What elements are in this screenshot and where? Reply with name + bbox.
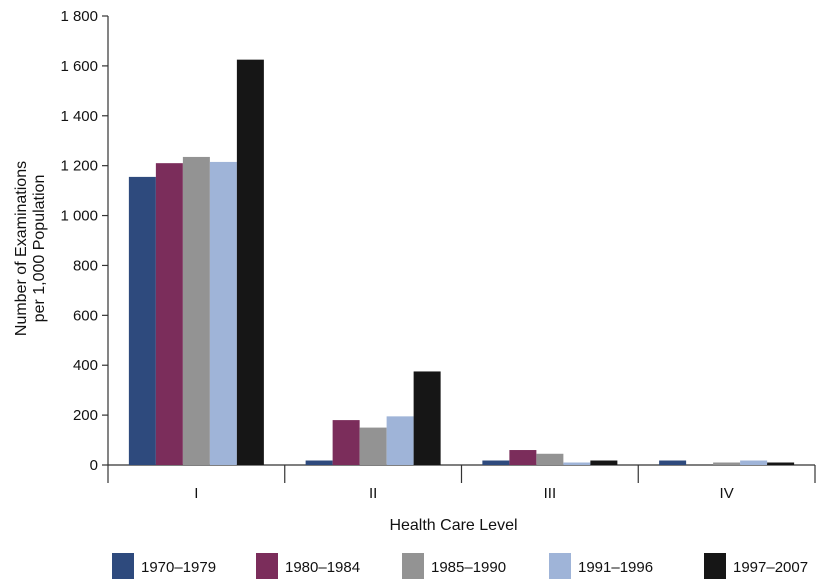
legend-label: 1997–2007 [733, 559, 808, 576]
bar [767, 463, 794, 465]
legend-label: 1970–1979 [141, 559, 216, 576]
y-axis-title: Number of Examinations per 1,000 Populati… [13, 161, 48, 336]
bar [360, 428, 387, 465]
bar [183, 157, 210, 465]
legend-label: 1985–1990 [431, 559, 506, 576]
legend-swatch [704, 553, 726, 579]
legend-swatch [112, 553, 134, 579]
bars [129, 60, 794, 465]
bar [129, 177, 156, 465]
x-axis-title: Health Care Level [389, 517, 517, 534]
bar [536, 454, 563, 465]
y-tick-label: 1 600 [60, 58, 98, 75]
bar [306, 461, 333, 465]
bar [156, 163, 183, 465]
bar [414, 371, 441, 465]
bar [590, 461, 617, 465]
legend-swatch [549, 553, 571, 579]
y-tick-label: 600 [73, 307, 98, 324]
y-tick-label: 1 000 [60, 208, 98, 225]
bar [740, 461, 767, 465]
bar [333, 420, 360, 465]
y-tick-label: 0 [90, 457, 98, 474]
bar [210, 162, 237, 465]
bar [659, 461, 686, 465]
y-tick-label: 1 400 [60, 108, 98, 125]
bar [713, 463, 740, 465]
x-tick-label: I [194, 485, 198, 502]
legend: 1970–1979 1980–1984 1985–1990 1991–1996 1997… [112, 553, 808, 579]
bar [237, 60, 264, 465]
x-axis: I II III IV [108, 465, 815, 502]
y-tick-label: 1 200 [60, 158, 98, 175]
y-tick-label: 800 [73, 257, 98, 274]
legend-swatch [402, 553, 424, 579]
y-axis-title-line: Number of Examinations [13, 161, 30, 336]
y-tick-label: 400 [73, 357, 98, 374]
y-tick-label: 1 800 [60, 8, 98, 25]
x-tick-label: II [369, 485, 377, 502]
bar [509, 450, 536, 465]
x-tick-label: III [544, 485, 557, 502]
legend-label: 1991–1996 [578, 559, 653, 576]
y-axis: 0 200 400 600 800 1 000 1 200 1 400 1 600 1 800 [60, 8, 108, 474]
legend-label: 1980–1984 [285, 559, 360, 576]
legend-swatch [256, 553, 278, 579]
y-tick-label: 200 [73, 407, 98, 424]
bar [387, 416, 414, 465]
bar [563, 463, 590, 465]
bar [482, 461, 509, 465]
y-axis-title-line: per 1,000 Population [31, 175, 48, 323]
x-tick-label: IV [720, 485, 734, 502]
